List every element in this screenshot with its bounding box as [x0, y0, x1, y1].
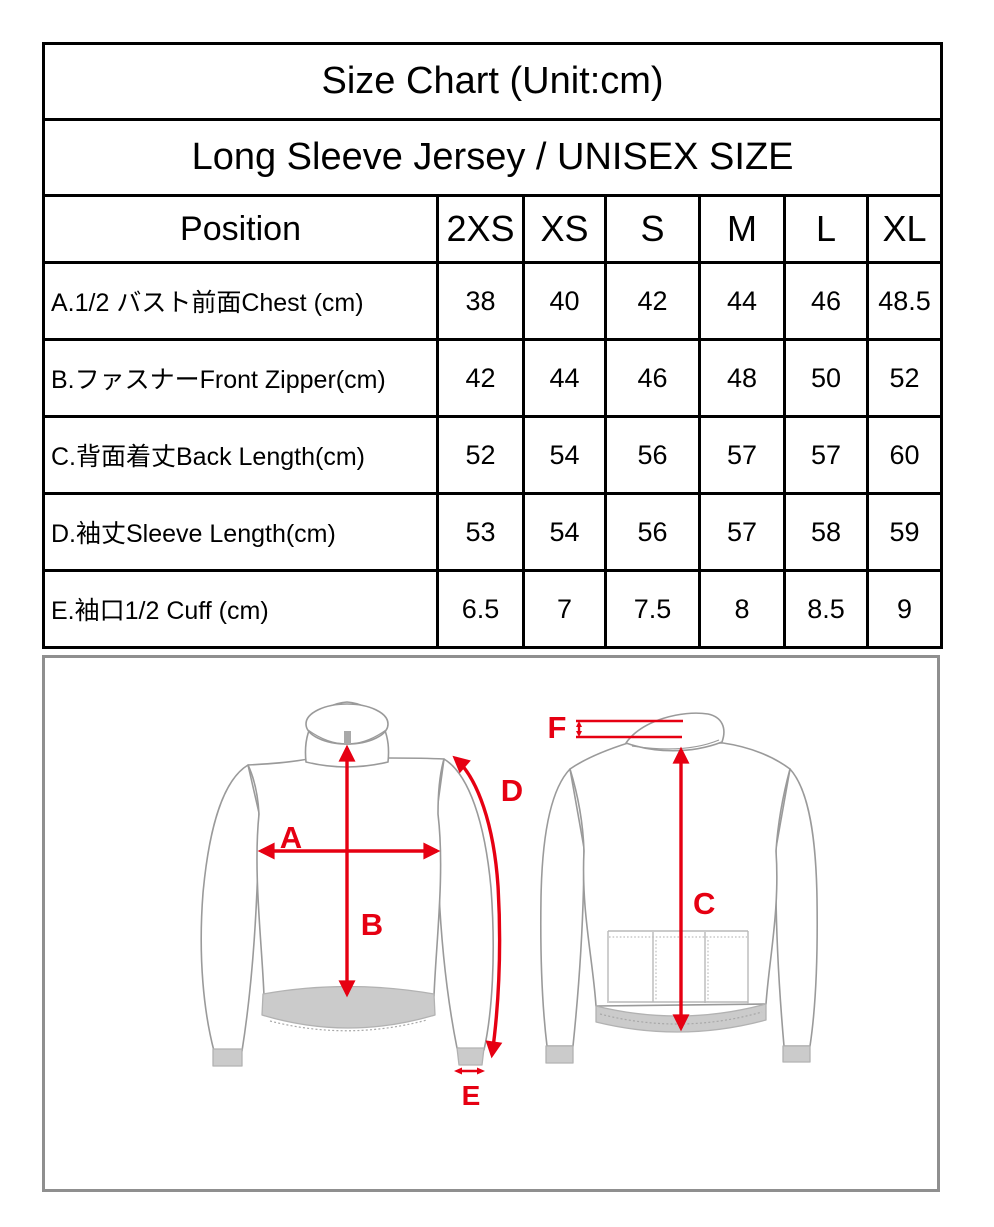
- chart-title: Size Chart (Unit:cm): [41, 42, 944, 121]
- size-value: 54: [522, 415, 607, 495]
- front-right-sleeve: [436, 758, 495, 1051]
- size-value: 46: [604, 338, 701, 418]
- arrow-f-down-head: [576, 731, 582, 737]
- column-header-2xs: 2XS: [436, 194, 525, 264]
- arrow-d-sleeve-length: [452, 755, 503, 1059]
- chart-subtitle: Long Sleeve Jersey / UNISEX SIZE: [41, 118, 944, 197]
- row-label: A.1/2 バスト前面Chest (cm): [42, 261, 439, 341]
- column-header-position: Position: [42, 194, 439, 264]
- front-hem-stitch: [269, 1019, 428, 1032]
- measurement-label-a: A: [280, 820, 302, 855]
- table-row-front-zipper: B.ファスナーFront Zipper(cm) 42 44 46 48 50 5…: [42, 338, 944, 418]
- size-value: 58: [783, 492, 869, 572]
- table-row-sleeve-length: D.袖丈Sleeve Length(cm) 53 54 56 57 58 59: [42, 492, 944, 572]
- row-label: C.背面着丈Back Length(cm): [42, 415, 439, 495]
- size-value: 7: [522, 569, 607, 649]
- measurement-label-d: D: [501, 773, 523, 808]
- size-value: 59: [865, 492, 944, 572]
- table-row-chest: A.1/2 バスト前面Chest (cm) 38 40 42 44 46 48.…: [42, 261, 944, 341]
- front-right-cuff: [456, 1047, 485, 1066]
- size-value: 38: [436, 261, 525, 341]
- column-header-l: L: [783, 194, 869, 264]
- size-value: 54: [522, 492, 607, 572]
- size-value: 6.5: [436, 569, 525, 649]
- size-table: Size Chart (Unit:cm) Long Sleeve Jersey …: [41, 42, 944, 649]
- back-hem-stitch: [599, 1011, 763, 1025]
- table-row-back-length: C.背面着丈Back Length(cm) 52 54 56 57 57 60: [42, 415, 944, 495]
- front-left-sleeve: [200, 764, 260, 1052]
- arrow-e-left-head: [454, 1067, 462, 1075]
- column-header-xs: XS: [522, 194, 607, 264]
- size-value: 52: [436, 415, 525, 495]
- table-row-cuff: E.袖口1/2 Cuff (cm) 6.5 7 7.5 8 8.5 9: [42, 569, 944, 649]
- size-value: 9: [865, 569, 944, 649]
- size-value: 40: [522, 261, 607, 341]
- size-value: 57: [698, 415, 786, 495]
- size-value: 53: [436, 492, 525, 572]
- size-value: 8.5: [783, 569, 869, 649]
- size-value: 48.5: [865, 261, 944, 341]
- size-value: 56: [604, 492, 701, 572]
- column-header-xl: XL: [865, 194, 944, 264]
- measurement-label-c: C: [693, 886, 715, 921]
- table-row-subtitle: Long Sleeve Jersey / UNISEX SIZE: [41, 118, 944, 197]
- back-left-sleeve: [540, 768, 585, 1047]
- size-value: 56: [604, 415, 701, 495]
- size-value: 57: [698, 492, 786, 572]
- back-right-cuff: [782, 1045, 811, 1063]
- back-left-cuff: [545, 1045, 574, 1064]
- size-value: 48: [698, 338, 786, 418]
- jersey-diagram-svg: A B D E F C: [200, 701, 818, 1111]
- row-label: D.袖丈Sleeve Length(cm): [42, 492, 439, 572]
- size-value: 8: [698, 569, 786, 649]
- size-value: 7.5: [604, 569, 701, 649]
- size-value: 44: [698, 261, 786, 341]
- row-label: B.ファスナーFront Zipper(cm): [42, 338, 439, 418]
- column-header-s: S: [604, 194, 701, 264]
- measurement-label-f: F: [548, 710, 567, 745]
- size-value: 44: [522, 338, 607, 418]
- size-value: 50: [783, 338, 869, 418]
- zipper-pull: [344, 731, 351, 745]
- size-value: 60: [865, 415, 944, 495]
- size-value: 42: [436, 338, 525, 418]
- size-value: 42: [604, 261, 701, 341]
- front-hem: [261, 985, 436, 1029]
- back-collar: [625, 712, 725, 752]
- table-header-row: Position 2XS XS S M L XL: [42, 194, 944, 264]
- front-left-cuff: [212, 1048, 243, 1067]
- arrow-e-right-head: [477, 1067, 485, 1075]
- size-value: 52: [865, 338, 944, 418]
- back-right-sleeve: [775, 768, 818, 1047]
- measurement-diagram: A B D E F C: [42, 655, 940, 1192]
- size-value: 57: [783, 415, 869, 495]
- row-label: E.袖口1/2 Cuff (cm): [42, 569, 439, 649]
- jersey-back-view: [540, 712, 818, 1064]
- measurement-label-b: B: [361, 907, 383, 942]
- arrow-f-up-head: [576, 721, 582, 727]
- table-row-title: Size Chart (Unit:cm): [41, 42, 944, 121]
- measurement-label-e: E: [462, 1080, 481, 1111]
- column-header-m: M: [698, 194, 786, 264]
- measurement-annotations: A B D E F C: [257, 710, 715, 1111]
- size-value: 46: [783, 261, 869, 341]
